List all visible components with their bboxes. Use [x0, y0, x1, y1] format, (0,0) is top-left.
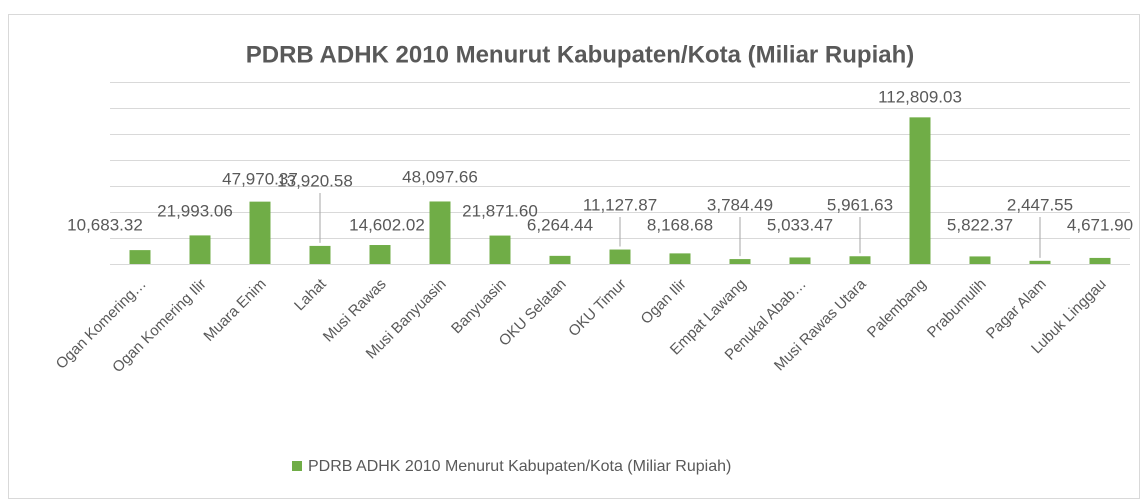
bar [669, 253, 691, 264]
bar [729, 259, 751, 264]
value-label: 13,920.58 [277, 171, 353, 190]
value-label: 5,961.63 [827, 195, 893, 214]
bar [549, 255, 571, 264]
bar [189, 235, 211, 264]
bar [129, 250, 151, 264]
bar [249, 201, 271, 264]
bar [489, 235, 511, 264]
value-label: 5,033.47 [767, 215, 833, 234]
value-label: 48,097.66 [402, 167, 478, 186]
value-label: 5,822.37 [947, 215, 1013, 234]
bar [609, 249, 631, 264]
value-label: 2,447.55 [1007, 195, 1073, 214]
bar [1029, 260, 1051, 264]
value-label: 21,993.06 [157, 201, 233, 220]
chart-title: PDRB ADHK 2010 Menurut Kabupaten/Kota (M… [246, 41, 915, 68]
legend-label: PDRB ADHK 2010 Menurut Kabupaten/Kota (M… [308, 458, 731, 475]
value-label: 10,683.32 [67, 215, 143, 234]
bar [849, 256, 871, 264]
bar [429, 201, 451, 264]
bar [1089, 257, 1111, 264]
value-label: 4,671.90 [1067, 215, 1133, 234]
value-label: 11,127.87 [583, 195, 657, 214]
legend-swatch [292, 461, 302, 471]
bar [369, 245, 391, 264]
value-label: 21,871.60 [462, 201, 538, 220]
value-label: 3,784.49 [707, 195, 773, 214]
bar [789, 257, 811, 264]
value-label: 47,970.37 [222, 169, 298, 188]
value-label: 112,809.03 [878, 87, 962, 106]
bar [909, 117, 931, 264]
bar [309, 245, 331, 264]
value-label: 14,602.02 [349, 215, 425, 234]
value-label: 8,168.68 [647, 215, 713, 234]
value-label: 6,264.44 [527, 215, 593, 234]
bar [969, 256, 991, 264]
